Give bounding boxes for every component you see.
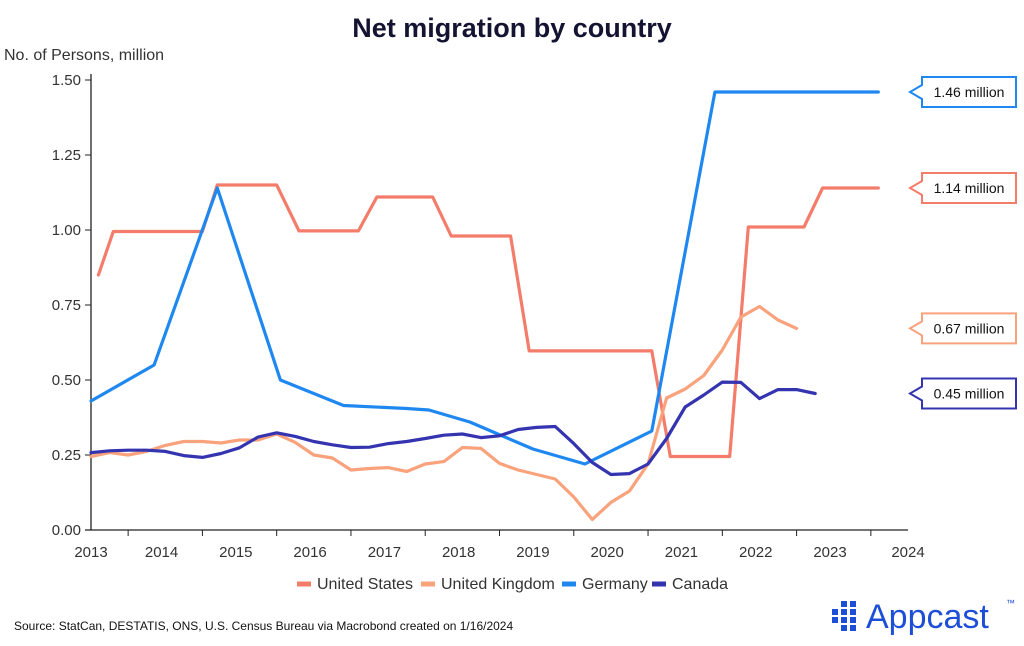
x-tick-label: 2022 bbox=[739, 544, 772, 561]
callout-box-united-states bbox=[908, 172, 1017, 204]
x-tick-label: 2016 bbox=[293, 544, 326, 561]
callout-label-canada: 0.45 million bbox=[934, 386, 1005, 402]
callout-label-united-kingdom: 0.67 million bbox=[934, 320, 1005, 336]
x-tick-label: 2017 bbox=[368, 544, 401, 561]
logo-square bbox=[832, 617, 838, 623]
legend-label-united-states: United States bbox=[317, 576, 413, 593]
y-tick-label: 1.25 bbox=[52, 147, 81, 164]
callout-label-united-states: 1.14 million bbox=[934, 180, 1005, 196]
series-line-united-kingdom bbox=[89, 304, 799, 522]
x-tick-label: 2020 bbox=[591, 544, 624, 561]
legend: United States United Kingdom Germany Canada bbox=[297, 576, 728, 593]
x-tick-label: 2019 bbox=[516, 544, 549, 561]
callout-box-united-kingdom bbox=[908, 312, 1017, 345]
appcast-logo-icon bbox=[832, 601, 856, 631]
series-line-united-states bbox=[96, 183, 880, 459]
y-tick-label: 0.25 bbox=[52, 447, 81, 464]
brand-logo: Appcast ™ bbox=[832, 598, 1015, 636]
legend-label-germany: Germany bbox=[582, 576, 648, 593]
x-axis: 2013 2014 2015 2016 2017 2018 2019 2020 2021 2022… bbox=[74, 529, 925, 561]
x-tick-label: 2014 bbox=[145, 544, 178, 561]
y-axis-label: No. of Persons, million bbox=[4, 47, 164, 64]
logo-square bbox=[850, 625, 856, 631]
y-tick-label: 0.00 bbox=[52, 522, 81, 539]
x-tick-label: 2024 bbox=[891, 544, 924, 561]
x-tick-label: 2023 bbox=[813, 544, 846, 561]
y-tick-label: 0.75 bbox=[52, 297, 81, 314]
series-line-germany bbox=[89, 90, 880, 466]
legend-label-united-kingdom: United Kingdom bbox=[441, 576, 555, 593]
x-tick-label: 2015 bbox=[219, 544, 252, 561]
source-note: Source: StatCan, DESTATIS, ONS, U.S. Cen… bbox=[14, 619, 513, 633]
value-callouts: 1.14 million 0.67 million 1.46 million 0.45… bbox=[908, 76, 1017, 410]
y-tick-label: 0.50 bbox=[52, 372, 81, 389]
legend-label-canada: Canada bbox=[672, 576, 728, 593]
y-tick-label: 1.00 bbox=[52, 222, 81, 239]
series-lines bbox=[89, 90, 880, 522]
logo-square bbox=[850, 617, 856, 623]
brand-name: Appcast bbox=[866, 598, 989, 636]
y-axis: 0.00 0.25 0.50 0.75 1.00 1.25 1.50 bbox=[52, 72, 92, 539]
series-line-canada bbox=[89, 380, 817, 477]
brand-trademark: ™ bbox=[1006, 598, 1015, 608]
callout-box-canada bbox=[908, 377, 1017, 410]
logo-square bbox=[832, 609, 838, 615]
logo-square bbox=[841, 617, 847, 623]
x-tick-label: 2013 bbox=[74, 544, 107, 561]
logo-square bbox=[850, 601, 856, 607]
logo-square bbox=[841, 609, 847, 615]
chart-title: Net migration by country bbox=[352, 13, 672, 43]
logo-square bbox=[841, 625, 847, 631]
logo-square bbox=[850, 609, 856, 615]
logo-square bbox=[841, 601, 847, 607]
callout-box-germany bbox=[908, 76, 1017, 108]
callout-label-germany: 1.46 million bbox=[934, 84, 1005, 100]
x-tick-label: 2018 bbox=[442, 544, 475, 561]
y-tick-label: 1.50 bbox=[52, 72, 81, 89]
x-tick-label: 2021 bbox=[665, 544, 698, 561]
